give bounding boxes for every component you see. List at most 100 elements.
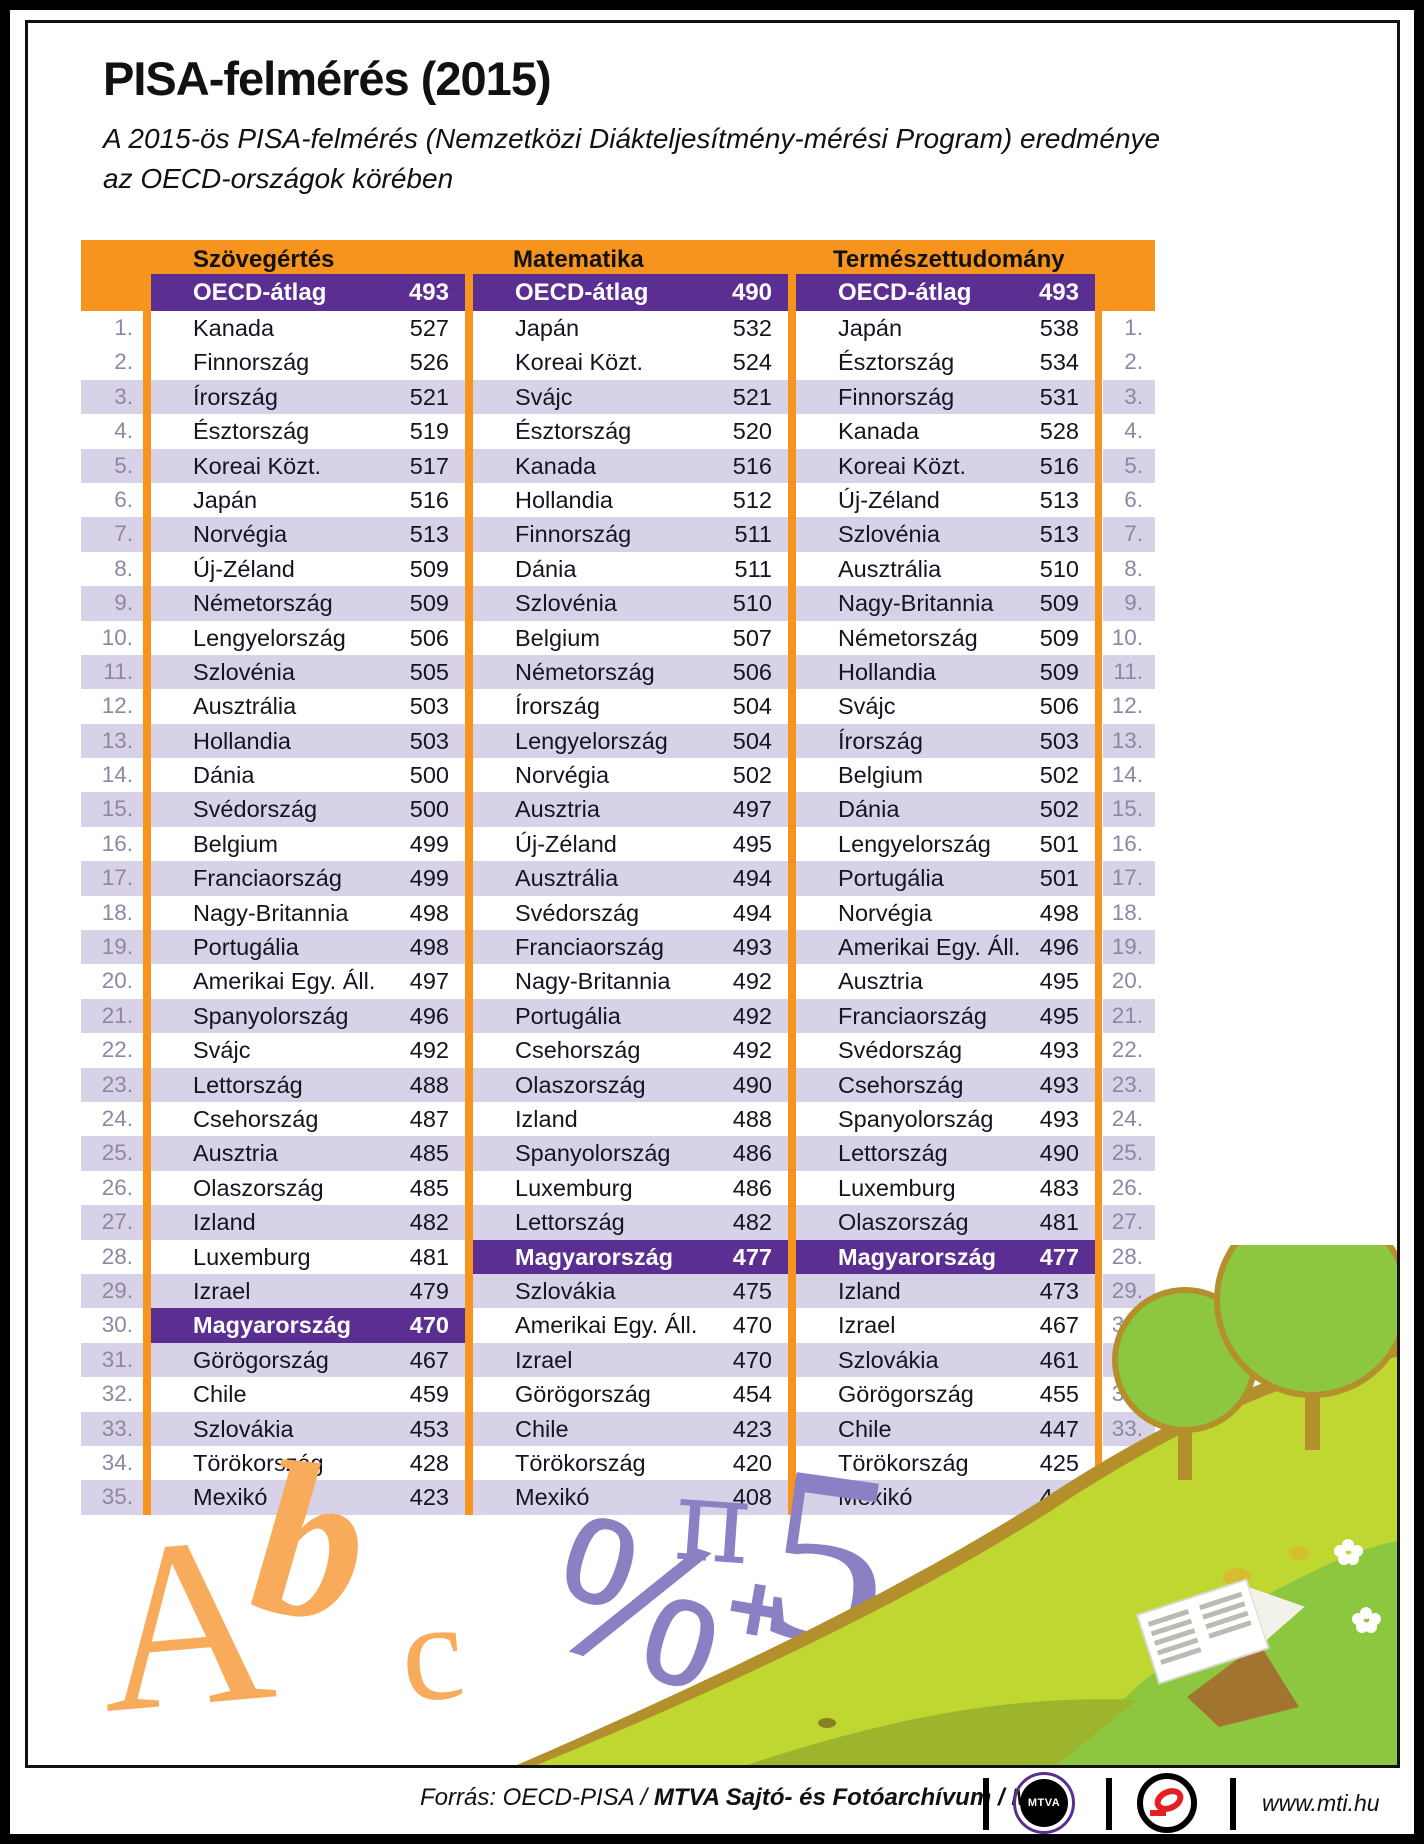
country-name: Izrael: [193, 1277, 251, 1304]
table-row: Csehország 492: [473, 1033, 788, 1067]
rank-cell: 28.: [1111, 1243, 1143, 1269]
country-score: 496: [409, 1002, 449, 1029]
country-name: Chile: [838, 1415, 892, 1442]
country-score: 499: [409, 830, 449, 857]
table-row: Szlovénia 510: [473, 586, 788, 621]
country-name: Izrael: [515, 1346, 573, 1373]
rank-cell: 22.: [101, 1037, 133, 1063]
source-prefix: Forrás: OECD-PISA /: [420, 1784, 654, 1811]
country-score: 455: [1039, 1381, 1079, 1408]
rank-cell: 26.: [101, 1174, 133, 1200]
country-score: 503: [1039, 727, 1079, 754]
country-name: Koreai Közt.: [193, 452, 322, 479]
table-row: Finnország 526: [151, 345, 465, 379]
rank-cell: 23.: [81, 1067, 143, 1102]
table-row: Luxemburg 481: [151, 1240, 465, 1274]
country-name: Lengyelország: [515, 727, 668, 754]
table-row: Észtország 520: [473, 414, 788, 448]
country-name: Olaszország: [838, 1209, 969, 1236]
table-row: Ausztria 495: [796, 964, 1095, 998]
country-score: 516: [409, 486, 449, 513]
oecd-value: 490: [731, 279, 772, 306]
rank-cell: 32.: [101, 1381, 133, 1407]
country-score: 507: [732, 624, 772, 651]
rank-cell: 33.: [81, 1411, 143, 1446]
country-score: 511: [734, 555, 772, 582]
table-row: Törökország 425: [796, 1446, 1095, 1480]
country-name: Ausztrália: [515, 865, 619, 892]
country-score: 498: [409, 899, 449, 926]
country-score: 511: [734, 521, 772, 548]
country-name: Kanada: [838, 418, 920, 445]
table-row: Franciaország 493: [473, 930, 788, 965]
rank-cell: 15.: [81, 792, 143, 827]
country-name: Belgium: [838, 762, 923, 789]
table-row: Új-Zéland 513: [796, 483, 1095, 517]
country-score: 487: [409, 1105, 449, 1132]
country-score: 481: [1039, 1209, 1079, 1236]
table-row: Írország 504: [473, 689, 788, 723]
flower-icon: [1352, 1607, 1381, 1633]
ranking-table-2: OECD-átlag 490 Japán 532 Koreai Közt. 524 Sváj…: [465, 274, 788, 1515]
country-score: 497: [409, 968, 449, 995]
table-row: Hollandia 509: [796, 654, 1095, 690]
country-score: 538: [1039, 315, 1079, 341]
country-score: 534: [1039, 349, 1079, 376]
country-score: 510: [1039, 555, 1079, 582]
rank-cell: 12.: [1111, 693, 1143, 719]
table-row: Izland 488: [473, 1102, 788, 1136]
country-score: 510: [732, 590, 772, 617]
table-row: Mexikó 423: [151, 1480, 465, 1515]
source-publisher: MTVA Sajtó- és Fotóarchívum / MTI: [653, 1784, 1053, 1811]
country-name: Észtország: [193, 418, 310, 445]
country-name: Írország: [193, 383, 278, 410]
country-name: Franciaország: [838, 1002, 987, 1029]
highlight-row: Magyarország 477: [473, 1239, 788, 1274]
table-row: Észtország 534: [796, 345, 1095, 379]
table-row: Amerikai Egy. Áll. 497: [151, 964, 465, 998]
country-name: Szlovénia: [515, 590, 617, 617]
rank-cell: 8.: [1124, 555, 1143, 581]
table-row: Japán 516: [151, 483, 465, 517]
country-name: Svédország: [838, 1037, 963, 1064]
country-score: 483: [1039, 1174, 1079, 1201]
country-score: 513: [1039, 521, 1079, 548]
country-name: Finnország: [515, 521, 632, 548]
table-row: Svájc 492: [151, 1033, 465, 1067]
country-name: Izland: [838, 1277, 901, 1304]
country-score: 470: [732, 1346, 772, 1373]
table-row: Olaszország 481: [796, 1205, 1095, 1240]
country-score: 517: [409, 452, 449, 479]
website-url: www.mti.hu: [1262, 1790, 1380, 1816]
country-score: 532: [732, 315, 772, 341]
country-score: 470: [732, 1312, 772, 1339]
country-name: Svédország: [193, 796, 318, 823]
rank-cell: 19.: [81, 930, 143, 965]
table-row: Koreai Közt. 524: [473, 345, 788, 379]
country-score: 495: [1039, 968, 1079, 995]
country-score: 493: [1039, 1037, 1079, 1064]
rank-cell: 3.: [81, 379, 143, 415]
country-name: Csehország: [838, 1071, 964, 1098]
rank-cell: 24.: [1111, 1105, 1143, 1131]
page-subtitle: A 2015-ös PISA-felmérés (Nemzetközi Diák…: [103, 119, 1160, 199]
source-text: Forrás: OECD-PISA / MTVA Sajtó- és Fotóa…: [420, 1784, 1053, 1812]
mtva-logo: MTVA: [1013, 1772, 1075, 1834]
table-row: Nagy-Britannia 492: [473, 964, 788, 998]
country-name: Magyarország: [193, 1312, 352, 1339]
country-score: 531: [1039, 383, 1079, 410]
country-score: 490: [732, 1071, 772, 1098]
table-row: Nagy-Britannia 498: [151, 896, 465, 930]
country-score: 467: [409, 1346, 449, 1373]
country-name: Írország: [515, 693, 600, 720]
table-row: Dánia 502: [796, 792, 1095, 827]
country-name: Norvégia: [193, 521, 288, 548]
hill-illustration: [517, 1245, 1397, 1765]
country-score: 461: [1039, 1346, 1079, 1373]
country-name: Törökország: [193, 1449, 324, 1476]
rank-cell: 4.: [114, 418, 133, 444]
country-name: Olaszország: [193, 1174, 324, 1201]
rank-cell: 21.: [1103, 998, 1155, 1034]
country-score: 516: [1039, 452, 1079, 479]
country-name: Dánia: [515, 555, 577, 582]
